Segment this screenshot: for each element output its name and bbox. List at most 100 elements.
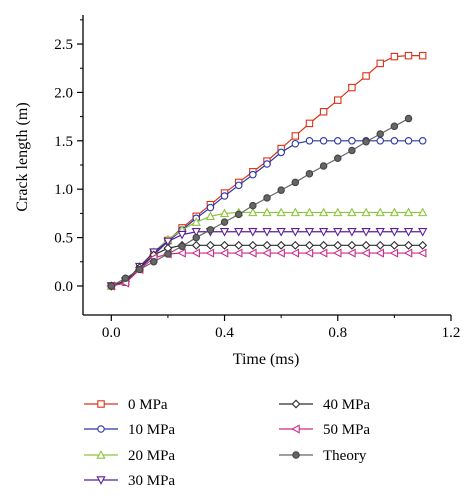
y-tick-label: 0.0 xyxy=(54,279,73,295)
data-point-50-mpa xyxy=(276,248,285,258)
data-point-40-mpa xyxy=(418,240,428,250)
data-point-30-mpa xyxy=(418,228,428,237)
data-point-30-mpa xyxy=(248,228,258,237)
data-point-theory xyxy=(277,186,285,194)
data-point-30-mpa xyxy=(318,228,329,237)
data-point-50-mpa xyxy=(347,248,356,258)
data-point-0-mpa xyxy=(334,96,342,104)
data-point-0-mpa xyxy=(390,52,399,61)
data-point-40-mpa xyxy=(205,240,215,250)
y-tick-label: 1.5 xyxy=(54,134,73,150)
data-point-40-mpa xyxy=(375,240,385,250)
data-point-theory xyxy=(220,218,229,226)
legend-swatch-marker xyxy=(97,425,105,433)
legend: 0 MPa 10 MPa 20 MPa 30 MPa 40 MPa 50 MPa Theor… xyxy=(84,397,370,489)
data-point-30-mpa xyxy=(375,228,385,237)
data-point-20-mpa xyxy=(318,207,329,217)
data-point-20-mpa xyxy=(219,208,230,218)
data-point-30-mpa xyxy=(403,228,414,237)
series-layer xyxy=(106,51,428,291)
data-point-10-mpa xyxy=(277,148,285,157)
data-point-40-mpa xyxy=(347,240,357,250)
data-point-theory xyxy=(348,146,356,155)
data-point-10-mpa xyxy=(319,137,328,145)
legend-swatch-marker xyxy=(97,400,105,408)
series-40-mpa xyxy=(106,240,428,291)
data-point-30-mpa xyxy=(276,228,286,237)
legend-swatch-marker xyxy=(96,476,106,485)
data-point-10-mpa xyxy=(291,139,300,148)
legend-label: 30 MPa xyxy=(128,473,175,489)
data-point-theory xyxy=(206,226,215,234)
data-point-30-mpa xyxy=(290,228,300,237)
data-point-10-mpa xyxy=(418,137,427,145)
data-point-30-mpa xyxy=(219,228,230,237)
data-point-50-mpa xyxy=(191,248,200,258)
data-point-20-mpa xyxy=(347,207,357,217)
data-point-10-mpa xyxy=(234,181,243,190)
data-point-50-mpa xyxy=(417,248,427,258)
data-point-theory xyxy=(334,154,342,162)
data-point-theory xyxy=(249,201,257,210)
data-point-50-mpa xyxy=(247,248,257,258)
data-point-40-mpa xyxy=(290,240,300,250)
x-axis-label: Time (ms) xyxy=(233,351,300,368)
data-point-40-mpa xyxy=(191,240,201,250)
data-point-0-mpa xyxy=(418,51,427,60)
data-point-40-mpa xyxy=(404,240,414,250)
x-tick-label: 0.8 xyxy=(328,325,347,341)
data-point-30-mpa xyxy=(262,228,272,237)
y-axis-ticks: 0.0 0.5 1.0 1.5 2.0 2.5 xyxy=(54,19,83,295)
data-point-30-mpa xyxy=(333,228,343,237)
data-point-40-mpa xyxy=(389,240,399,250)
data-point-theory xyxy=(192,233,200,242)
data-point-10-mpa xyxy=(334,137,342,145)
data-point-theory xyxy=(291,178,300,187)
legend-label: 10 MPa xyxy=(128,422,175,438)
data-point-10-mpa xyxy=(220,192,229,200)
data-point-40-mpa xyxy=(304,240,314,250)
data-point-theory xyxy=(135,265,144,274)
data-point-40-mpa xyxy=(234,240,244,250)
data-point-theory xyxy=(107,282,116,290)
data-point-50-mpa xyxy=(403,248,413,258)
data-point-theory xyxy=(234,210,243,219)
data-point-theory xyxy=(362,138,370,146)
data-point-20-mpa xyxy=(389,207,400,217)
legend-label: 0 MPa xyxy=(128,397,168,413)
data-point-20-mpa xyxy=(333,207,343,217)
data-point-20-mpa xyxy=(262,207,272,217)
legend-item-10-mpa: 10 MPa xyxy=(84,422,175,438)
legend-item-20-mpa: 20 MPa xyxy=(84,448,175,464)
data-point-50-mpa xyxy=(361,248,370,258)
data-point-20-mpa xyxy=(418,207,428,217)
y-tick-label: 1.0 xyxy=(54,182,73,198)
data-point-10-mpa xyxy=(206,203,215,212)
data-point-20-mpa xyxy=(304,207,315,217)
data-point-40-mpa xyxy=(333,240,343,250)
data-point-30-mpa xyxy=(304,228,315,237)
data-point-theory xyxy=(305,169,314,178)
data-point-0-mpa xyxy=(376,59,384,68)
data-point-20-mpa xyxy=(361,207,371,217)
data-point-30-mpa xyxy=(177,230,187,240)
series-line-theory xyxy=(111,118,409,287)
data-point-theory xyxy=(150,258,158,266)
legend-item-30-mpa: 30 MPa xyxy=(84,473,175,489)
data-point-40-mpa xyxy=(276,240,286,250)
data-point-theory xyxy=(319,162,328,170)
data-point-40-mpa xyxy=(262,240,272,250)
data-point-50-mpa xyxy=(177,248,186,258)
data-point-theory xyxy=(376,130,384,138)
y-tick-label: 0.5 xyxy=(54,231,73,247)
data-point-10-mpa xyxy=(376,137,384,145)
data-point-20-mpa xyxy=(375,207,385,217)
data-point-20-mpa xyxy=(191,217,201,226)
data-point-0-mpa xyxy=(348,83,356,92)
legend-item-50-mpa: 50 MPa xyxy=(279,422,370,438)
y-tick-label: 2.0 xyxy=(54,85,73,101)
x-tick-label: 1.2 xyxy=(442,325,461,341)
data-point-theory xyxy=(263,194,271,202)
legend-swatch-marker xyxy=(96,450,106,459)
